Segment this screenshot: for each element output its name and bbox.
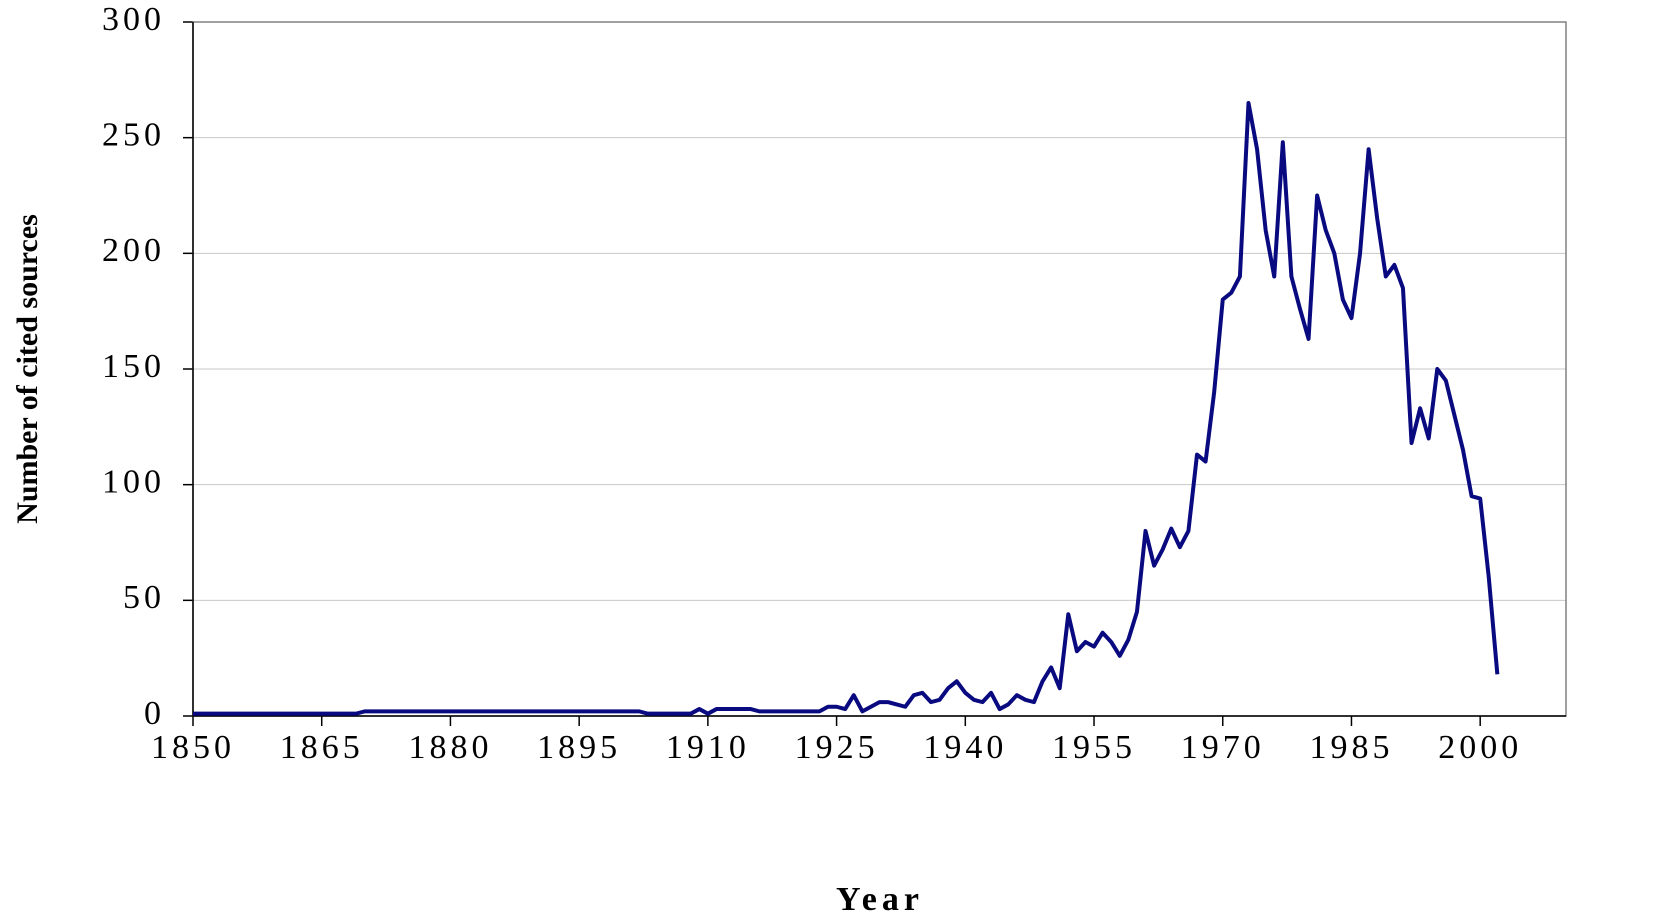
y-tick-label: 150	[102, 348, 165, 385]
y-tick-label: 300	[102, 1, 165, 38]
y-tick-label: 0	[144, 695, 165, 732]
x-tick-label: 1955	[1052, 729, 1136, 766]
data-line	[193, 100, 1500, 716]
y-axis-label: Number of cited sources	[11, 214, 44, 524]
x-tick-label: 1970	[1181, 729, 1265, 766]
x-tick-label: 1925	[795, 729, 879, 766]
x-tick-label: 1850	[151, 729, 235, 766]
x-tick-label: 1910	[666, 729, 750, 766]
x-tick-label: 1985	[1309, 729, 1393, 766]
y-tick-label: 50	[123, 579, 165, 616]
x-tick-label: 1880	[408, 729, 492, 766]
x-tick-label: 1865	[280, 729, 364, 766]
y-tick-label: 100	[102, 463, 165, 500]
x-tick-label: 1895	[537, 729, 621, 766]
y-tick-label: 250	[102, 116, 165, 153]
x-axis-label: Year	[836, 881, 924, 918]
x-tick-label: 2000	[1438, 729, 1522, 766]
x-tick-label: 1940	[923, 729, 1007, 766]
y-tick-label: 200	[102, 232, 165, 269]
